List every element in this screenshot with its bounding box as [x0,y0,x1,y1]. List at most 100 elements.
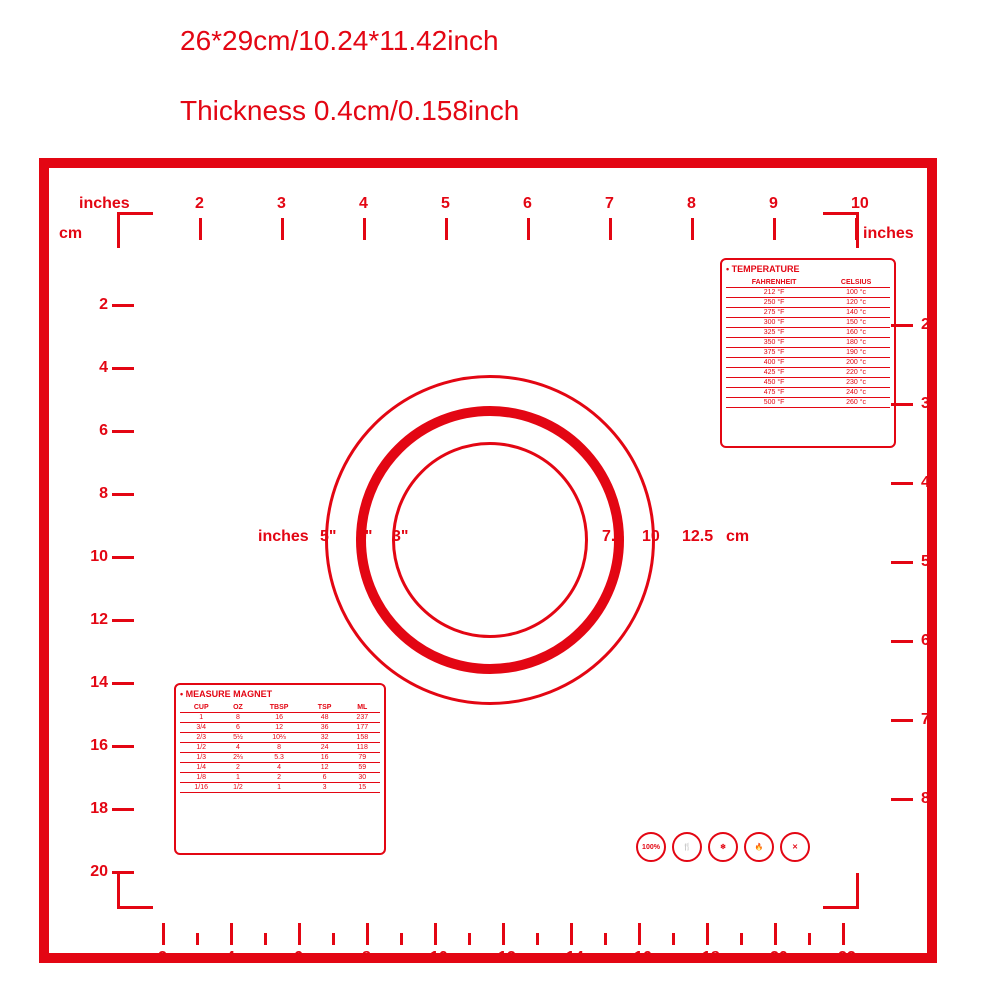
bottom-ruler-label: 2 [158,949,167,967]
corner-bracket [823,906,859,909]
bottom-ruler-tick [366,923,369,945]
top-ruler-tick [281,218,284,240]
left-ruler-label: 20 [82,863,108,881]
measure-table-cell: 1/2 [222,783,253,793]
bottom-ruler-minor-tick [740,933,743,945]
top-ruler-label: 9 [769,195,778,213]
measure-table-cell: 16 [305,753,345,763]
measure-table-cell: 32 [305,733,345,743]
measure-table-cell: 6 [305,773,345,783]
top-ruler-label: 7 [605,195,614,213]
right-ruler-tick [891,561,913,564]
right-ruler-tick [891,719,913,722]
bottom-ruler-label: 16 [634,949,652,967]
feature-icon: ❄ [708,832,738,862]
bottom-ruler-label: 18 [702,949,720,967]
top-ruler-label: 3 [277,195,286,213]
feature-icon: 🍴 [672,832,702,862]
temperature-table: • TEMPERATUREFAHRENHEITCELSIUS212 °F100 … [720,258,896,448]
temperature-table-col: CELSIUS [822,278,890,288]
temperature-table-cell: 325 °F [726,328,822,338]
bottom-ruler-minor-tick [604,933,607,945]
measure-table-cell: 8 [222,713,253,723]
feature-icon: 🔥 [744,832,774,862]
bottom-ruler-minor-tick [536,933,539,945]
bottom-ruler-label: 10 [430,949,448,967]
left-ruler-label: 10 [82,548,108,566]
measure-table-cell: 2⅔ [222,753,253,763]
measure-table-cell: 158 [345,733,380,743]
circle-unit-inches: inches [258,528,309,546]
bottom-ruler-tick [774,923,777,945]
measure-table-cell: 1/2 [180,743,222,753]
measure-table-cell: 1/8 [180,773,222,783]
left-ruler-tick [112,304,134,307]
measure-table-cell: 12 [305,763,345,773]
bottom-ruler-label: 4 [226,949,235,967]
top-ruler-unit-left: inches [79,195,130,213]
measure-table-cell: 59 [345,763,380,773]
bottom-ruler-minor-tick [196,933,199,945]
bottom-ruler-label: 20 [770,949,788,967]
left-ruler-label: 18 [82,800,108,818]
temperature-table-cell: 230 °c [822,378,890,388]
bottom-ruler-label: 14 [566,949,584,967]
temperature-table-cell: 260 °c [822,398,890,408]
measure-table-cell: 3 [305,783,345,793]
corner-bracket [117,873,120,909]
measure-table-cell: 1/16 [180,783,222,793]
circle-diameter-in: 5" [320,528,336,546]
measure-table-cell: 12 [253,723,304,733]
measure-table-cell: 2 [222,763,253,773]
left-ruler-tick [112,745,134,748]
measure-table-cell: 5.3 [253,753,304,763]
measure-table-cell: 8 [253,743,304,753]
bottom-ruler-minor-tick [264,933,267,945]
bottom-ruler-minor-tick [332,933,335,945]
bottom-ruler-tick [298,923,301,945]
bottom-ruler-tick [570,923,573,945]
measure-table-cell: 10⅔ [253,733,304,743]
left-ruler-tick [112,682,134,685]
measure-table-cell: 48 [305,713,345,723]
temperature-table-cell: 500 °F [726,398,822,408]
right-ruler-tick [891,798,913,801]
temperature-table-cell: 300 °F [726,318,822,328]
right-ruler-label: 4 [921,474,930,492]
measure-table-cell: 118 [345,743,380,753]
circle-diameter-cm: 12.5 [682,528,713,546]
measure-table-cell: 1 [253,783,304,793]
left-ruler-label: 6 [82,422,108,440]
temperature-table-cell: 120 °c [822,298,890,308]
measure-table-cell: 2/3 [180,733,222,743]
bottom-ruler-tick [162,923,165,945]
top-ruler-cm-label: cm [59,225,82,243]
measure-table: • MEASURE MAGNETCUPOZTBSPTSPML1816482373… [174,683,386,855]
measure-table-cell: 1 [222,773,253,783]
measure-table-cell: 1 [180,713,222,723]
left-ruler-label: 8 [82,485,108,503]
bottom-ruler-label: 8 [362,949,371,967]
bottom-ruler-minor-tick [808,933,811,945]
measure-table-cell: 177 [345,723,380,733]
temperature-table-cell: 425 °F [726,368,822,378]
left-ruler-tick [112,556,134,559]
measure-table-cell: 3/4 [180,723,222,733]
feature-icons: 100%🍴❄🔥✕ [636,832,810,862]
circle-unit-cm: cm [726,528,749,546]
top-ruler-label: 10 [851,195,869,213]
measure-table-cell: 16 [253,713,304,723]
measure-table-cell: 6 [222,723,253,733]
circle-diameter-in: 4" [356,528,372,546]
temperature-table-cell: 200 °c [822,358,890,368]
left-ruler-tick [112,871,134,874]
header-thickness: Thickness 0.4cm/0.158inch [180,95,519,127]
bottom-ruler-tick [706,923,709,945]
circle-diameter-in: 3" [392,528,408,546]
bottom-ruler-label: 6 [294,949,303,967]
temperature-table-cell: 275 °F [726,308,822,318]
top-ruler-tick [773,218,776,240]
measure-table-cell: 4 [222,743,253,753]
bottom-ruler-label: 22 [838,949,856,967]
measure-table-cell: 24 [305,743,345,753]
